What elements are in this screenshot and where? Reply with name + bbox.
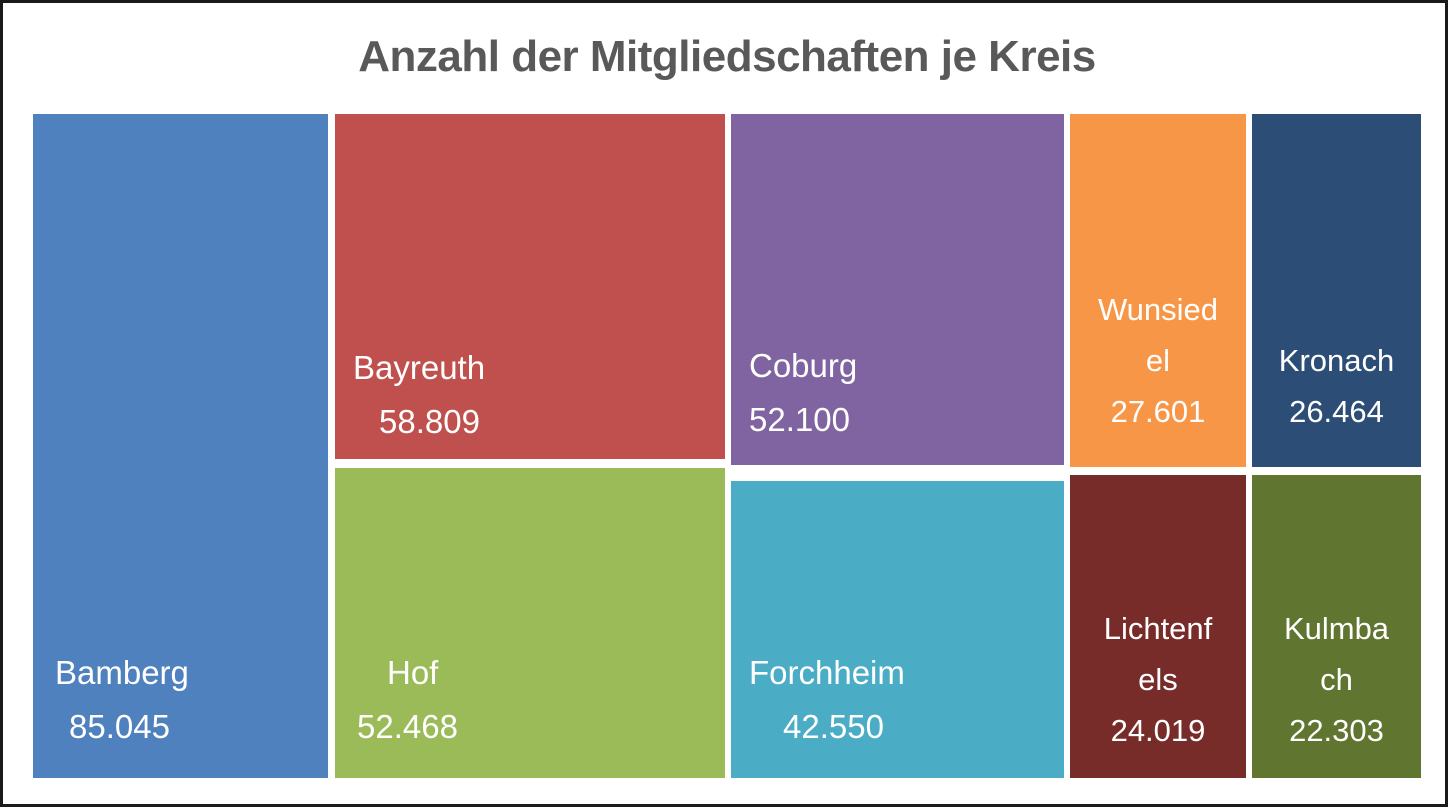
tile-label-forchheim: Forchheim 42.550	[731, 646, 1064, 754]
tile-label-coburg: Coburg 52.100	[731, 339, 1064, 447]
treemap-tile-bamberg[interactable]: Bamberg 85.045	[33, 114, 328, 778]
treemap-tile-coburg[interactable]: Coburg 52.100	[731, 114, 1064, 465]
tile-name-hof: Hof	[387, 654, 439, 691]
tile-value-bamberg: 85.045	[69, 708, 170, 745]
tile-label-lichtenfels: Lichtenf els 24.019	[1070, 603, 1246, 756]
treemap-chart: Bamberg 85.045 Bayreuth 58.809 Hof 52.46…	[30, 111, 1424, 781]
tile-name-lichtenfels-line1: Lichtenf	[1103, 611, 1213, 646]
tile-name-bamberg: Bamberg	[55, 654, 189, 691]
tile-name-coburg: Coburg	[749, 347, 858, 384]
tile-label-kulmbach: Kulmba ch 22.303	[1252, 603, 1421, 756]
tile-name-kronach: Kronach	[1278, 343, 1395, 378]
tile-label-wunsiedel: Wunsied el 27.601	[1070, 284, 1246, 437]
treemap-tile-hof[interactable]: Hof 52.468	[335, 468, 725, 778]
treemap-tile-kulmbach[interactable]: Kulmba ch 22.303	[1252, 475, 1421, 778]
tile-value-forchheim: 42.550	[783, 708, 884, 745]
tile-name-forchheim: Forchheim	[749, 654, 905, 691]
tile-name-wunsiedel-line2: el	[1145, 343, 1171, 378]
tile-name-lichtenfels-line2: els	[1138, 662, 1178, 697]
tile-value-lichtenfels: 24.019	[1110, 713, 1206, 748]
tile-name-kulmbach-line2: ch	[1320, 662, 1353, 697]
tile-value-kulmbach: 22.303	[1289, 713, 1384, 748]
treemap-tile-lichtenfels[interactable]: Lichtenf els 24.019	[1070, 475, 1246, 778]
tile-value-wunsiedel: 27.601	[1110, 394, 1206, 429]
tile-value-coburg: 52.100	[749, 401, 850, 438]
tile-value-hof: 52.468	[357, 708, 458, 745]
tile-label-kronach: Kronach 26.464	[1252, 335, 1421, 437]
tile-label-hof: Hof 52.468	[335, 646, 725, 754]
treemap-tile-kronach[interactable]: Kronach 26.464	[1252, 114, 1421, 467]
tile-value-kronach: 26.464	[1289, 394, 1384, 429]
tile-name-bayreuth: Bayreuth	[353, 349, 486, 386]
tile-label-bayreuth: Bayreuth 58.809	[335, 341, 725, 449]
tile-label-bamberg: Bamberg 85.045	[33, 646, 328, 754]
tile-name-wunsiedel-line1: Wunsied	[1097, 292, 1219, 327]
tile-name-kulmbach-line1: Kulmba	[1283, 611, 1390, 646]
treemap-tile-wunsiedel[interactable]: Wunsied el 27.601	[1070, 114, 1246, 467]
treemap-tile-bayreuth[interactable]: Bayreuth 58.809	[335, 114, 725, 459]
tile-value-bayreuth: 58.809	[379, 403, 480, 440]
treemap-tile-forchheim[interactable]: Forchheim 42.550	[731, 481, 1064, 778]
page-title: Anzahl der Mitgliedschaften je Kreis	[358, 32, 1096, 81]
